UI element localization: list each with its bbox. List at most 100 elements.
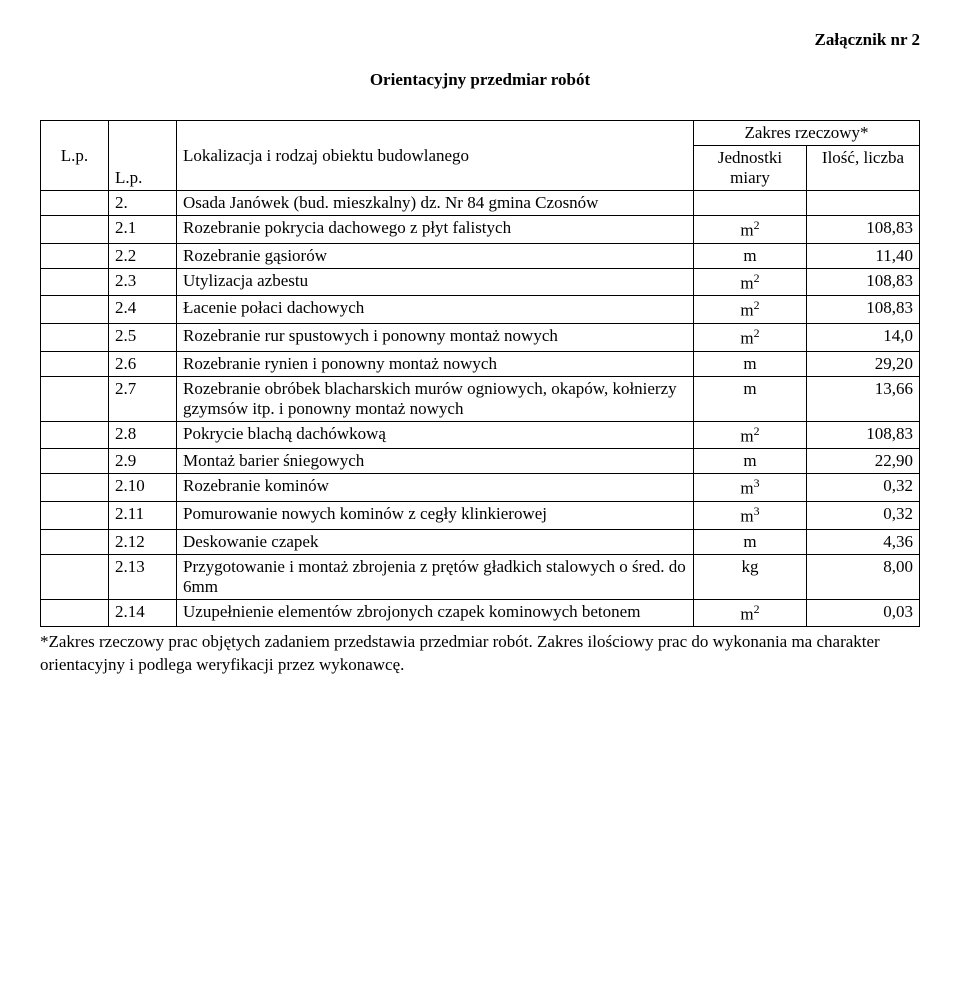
table-row: 2.2Rozebranie gąsiorówm11,40 [41,243,920,268]
row-desc: Pomurowanie nowych kominów z cegły klink… [177,501,694,529]
row-blank [41,474,109,502]
row-blank [41,421,109,449]
row-unit: m [694,529,807,554]
row-qty: 22,90 [807,449,920,474]
row-unit: m [694,351,807,376]
row-blank [41,599,109,627]
row-unit: m [694,449,807,474]
row-blank [41,268,109,296]
row-num: 2.14 [109,599,177,627]
group-num: 2. [109,191,177,216]
row-blank [41,323,109,351]
row-desc: Utylizacja azbestu [177,268,694,296]
row-blank [41,243,109,268]
row-qty: 13,66 [807,376,920,421]
table-row: 2.7Rozebranie obróbek blacharskich murów… [41,376,920,421]
col-unit-header: Jednostki miary [694,146,807,191]
col-desc-header: Lokalizacja i rodzaj obiektu budowlanego [177,121,694,191]
row-desc: Uzupełnienie elementów zbrojonych czapek… [177,599,694,627]
group-qty [807,191,920,216]
row-qty: 0,03 [807,599,920,627]
row-unit: m2 [694,216,807,244]
row-qty: 108,83 [807,216,920,244]
row-unit: kg [694,554,807,599]
row-desc: Rozebranie rur spustowych i ponowny mont… [177,323,694,351]
row-desc: Przygotowanie i montaż zbrojenia z prętó… [177,554,694,599]
table-row: 2.3Utylizacja azbestum2108,83 [41,268,920,296]
row-qty: 108,83 [807,421,920,449]
row-num: 2.7 [109,376,177,421]
row-blank [41,529,109,554]
row-unit: m2 [694,599,807,627]
row-desc: Rozebranie rynien i ponowny montaż nowyc… [177,351,694,376]
row-blank [41,216,109,244]
row-unit: m2 [694,296,807,324]
row-num: 2.4 [109,296,177,324]
row-blank [41,554,109,599]
col-scope-header: Zakres rzeczowy* [694,121,920,146]
row-blank [41,296,109,324]
row-unit: m [694,376,807,421]
measurement-table: L.p. L.p. Lokalizacja i rodzaj obiektu b… [40,120,920,627]
row-unit: m3 [694,474,807,502]
row-num: 2.2 [109,243,177,268]
row-desc: Rozebranie gąsiorów [177,243,694,268]
row-num: 2.11 [109,501,177,529]
row-num: 2.13 [109,554,177,599]
row-num: 2.5 [109,323,177,351]
row-desc: Pokrycie blachą dachówkową [177,421,694,449]
row-desc: Łacenie połaci dachowych [177,296,694,324]
row-unit: m3 [694,501,807,529]
table-row: 2.10Rozebranie kominówm30,32 [41,474,920,502]
group-unit [694,191,807,216]
row-qty: 11,40 [807,243,920,268]
table-row: 2.4Łacenie połaci dachowychm2108,83 [41,296,920,324]
group-desc: Osada Janówek (bud. mieszkalny) dz. Nr 8… [177,191,694,216]
row-num: 2.8 [109,421,177,449]
row-unit: m2 [694,421,807,449]
row-desc: Rozebranie kominów [177,474,694,502]
table-row: 2.8Pokrycie blachą dachówkowąm2108,83 [41,421,920,449]
table-row: 2.11Pomurowanie nowych kominów z cegły k… [41,501,920,529]
row-blank [41,376,109,421]
col-lp2-header: L.p. [109,121,177,191]
row-qty: 29,20 [807,351,920,376]
col-lp1-header: L.p. [41,121,109,191]
row-num: 2.3 [109,268,177,296]
row-num: 2.6 [109,351,177,376]
table-row: 2.12Deskowanie czapekm4,36 [41,529,920,554]
attachment-label: Załącznik nr 2 [40,30,920,50]
group-row: 2. Osada Janówek (bud. mieszkalny) dz. N… [41,191,920,216]
row-qty: 108,83 [807,296,920,324]
col-qty-header: Ilość, liczba [807,146,920,191]
row-num: 2.1 [109,216,177,244]
row-qty: 0,32 [807,501,920,529]
table-row: 2.13Przygotowanie i montaż zbrojenia z p… [41,554,920,599]
row-unit: m [694,243,807,268]
row-unit: m2 [694,268,807,296]
row-qty: 14,0 [807,323,920,351]
row-qty: 8,00 [807,554,920,599]
row-desc: Deskowanie czapek [177,529,694,554]
row-blank [41,501,109,529]
row-num: 2.9 [109,449,177,474]
table-row: 2.1Rozebranie pokrycia dachowego z płyt … [41,216,920,244]
table-row: 2.14Uzupełnienie elementów zbrojonych cz… [41,599,920,627]
row-desc: Montaż barier śniegowych [177,449,694,474]
table-row: 2.6Rozebranie rynien i ponowny montaż no… [41,351,920,376]
row-desc: Rozebranie obróbek blacharskich murów og… [177,376,694,421]
row-desc: Rozebranie pokrycia dachowego z płyt fal… [177,216,694,244]
table-row: 2.5Rozebranie rur spustowych i ponowny m… [41,323,920,351]
header-row-1: L.p. L.p. Lokalizacja i rodzaj obiektu b… [41,121,920,146]
row-blank [41,351,109,376]
table-row: 2.9Montaż barier śniegowychm22,90 [41,449,920,474]
row-qty: 0,32 [807,474,920,502]
footnote: *Zakres rzeczowy prac objętych zadaniem … [40,631,920,677]
page-title: Orientacyjny przedmiar robót [40,70,920,90]
group-blank [41,191,109,216]
row-unit: m2 [694,323,807,351]
row-blank [41,449,109,474]
row-num: 2.10 [109,474,177,502]
row-num: 2.12 [109,529,177,554]
row-qty: 4,36 [807,529,920,554]
